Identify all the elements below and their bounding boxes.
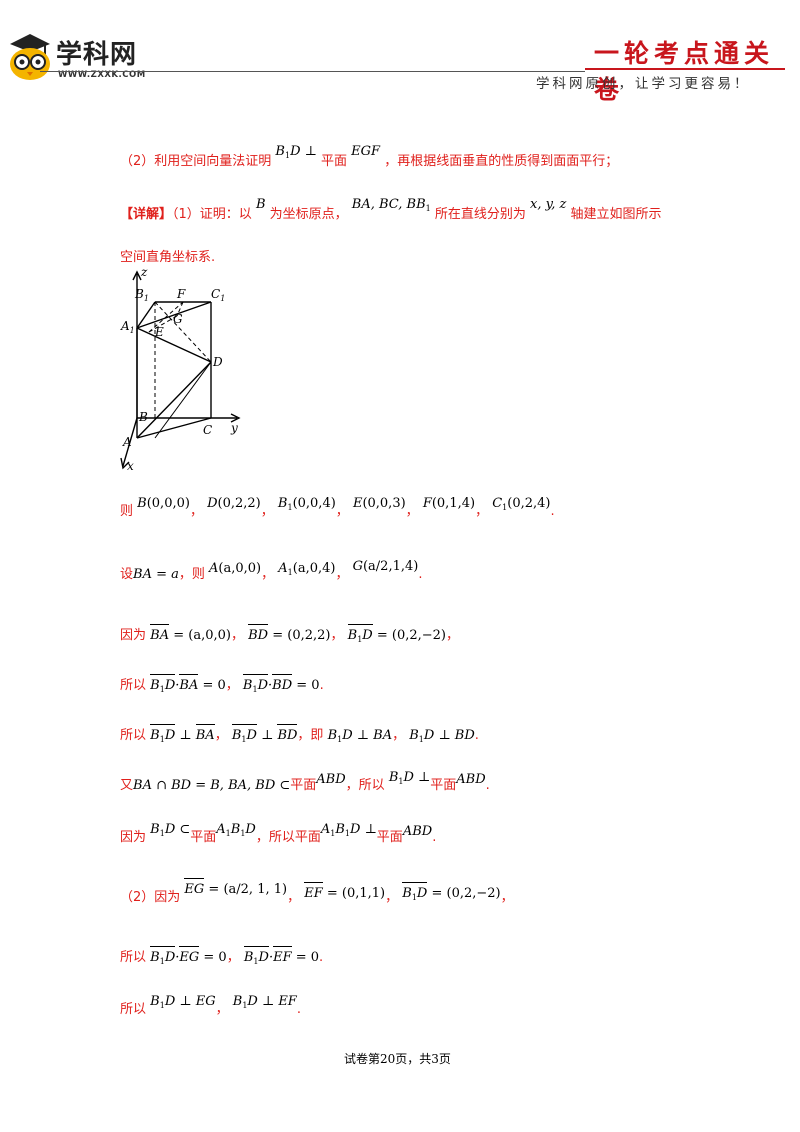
label-B1: B1	[134, 287, 149, 303]
line-3: 空间直角坐标系.	[120, 250, 216, 265]
label-F: F	[176, 287, 186, 301]
label-E: E	[154, 325, 164, 339]
label-z: z	[140, 266, 148, 279]
line-11: （2）因为 EG = (a/2, 1, 1)， EF = (0,1,1)， B1…	[120, 878, 514, 905]
label-B: B	[138, 410, 148, 424]
header: 学科网 WWW.ZXXK.COM 一轮考点通关卷 学科网原创，让学习更容易！	[0, 0, 800, 104]
line-9: 又BA ∩ BD = B, BA, BD ⊂平面ABD，所以 B1D ⊥平面AB…	[120, 770, 490, 793]
label-C: C	[203, 423, 212, 437]
line-5: 设BA = a，则 A(a,0,0)， A1(a,0,4)， G(a/2,1,4…	[120, 559, 423, 582]
label-G: G	[173, 312, 183, 326]
label-C1: C1	[211, 287, 225, 303]
prism-figure: z B1 F C1 A1 G E D B A C y x	[120, 266, 241, 473]
page-footer: 试卷第20页，共3页	[344, 1052, 451, 1066]
line-8: 所以 B1D ⊥ BA， B1D ⊥ BD，即 B1D ⊥ BA， B1D ⊥ …	[120, 724, 479, 744]
label-A1: A1	[120, 319, 135, 335]
header-divider-red	[585, 68, 785, 70]
line-13: 所以 B1D ⊥ EG， B1D ⊥ EF.	[120, 994, 301, 1017]
logo-owl-icon	[10, 34, 50, 80]
logo-text: 学科网	[56, 40, 138, 70]
label-D: D	[212, 355, 223, 369]
label-A: A	[122, 435, 132, 449]
line-1: （2）利用空间向量法证明 B1D ⊥ 平面 EGF ，再根据线面垂直的性质得到面…	[120, 144, 619, 169]
line-7: 所以 B1D·BA = 0， B1D·BD = 0.	[120, 674, 324, 694]
line-10: 因为 B1D ⊂平面A1B1D，所以平面A1B1D ⊥平面ABD.	[120, 822, 437, 845]
label-y: y	[230, 421, 238, 435]
line-6: 因为 BA = (a,0,0)， BD = (0,2,2)， B1D = (0,…	[120, 624, 460, 644]
line-2: 【详解】（1）证明：以 B 为坐标原点， BA, BC, BB1 所在直线分别为…	[120, 197, 662, 222]
slogan: 学科网原创，让学习更容易！	[536, 76, 751, 92]
header-divider	[40, 71, 585, 72]
series-title: 一轮考点通关卷	[594, 39, 775, 104]
line-4: 则 B(0,0,0)， D(0,2,2)， B1(0,0,4)， E(0,0,3…	[120, 496, 555, 519]
logo-url: WWW.ZXXK.COM	[58, 70, 146, 80]
line-12: 所以 B1D·EG = 0， B1D·EF = 0.	[120, 946, 324, 966]
label-x: x	[127, 459, 134, 473]
